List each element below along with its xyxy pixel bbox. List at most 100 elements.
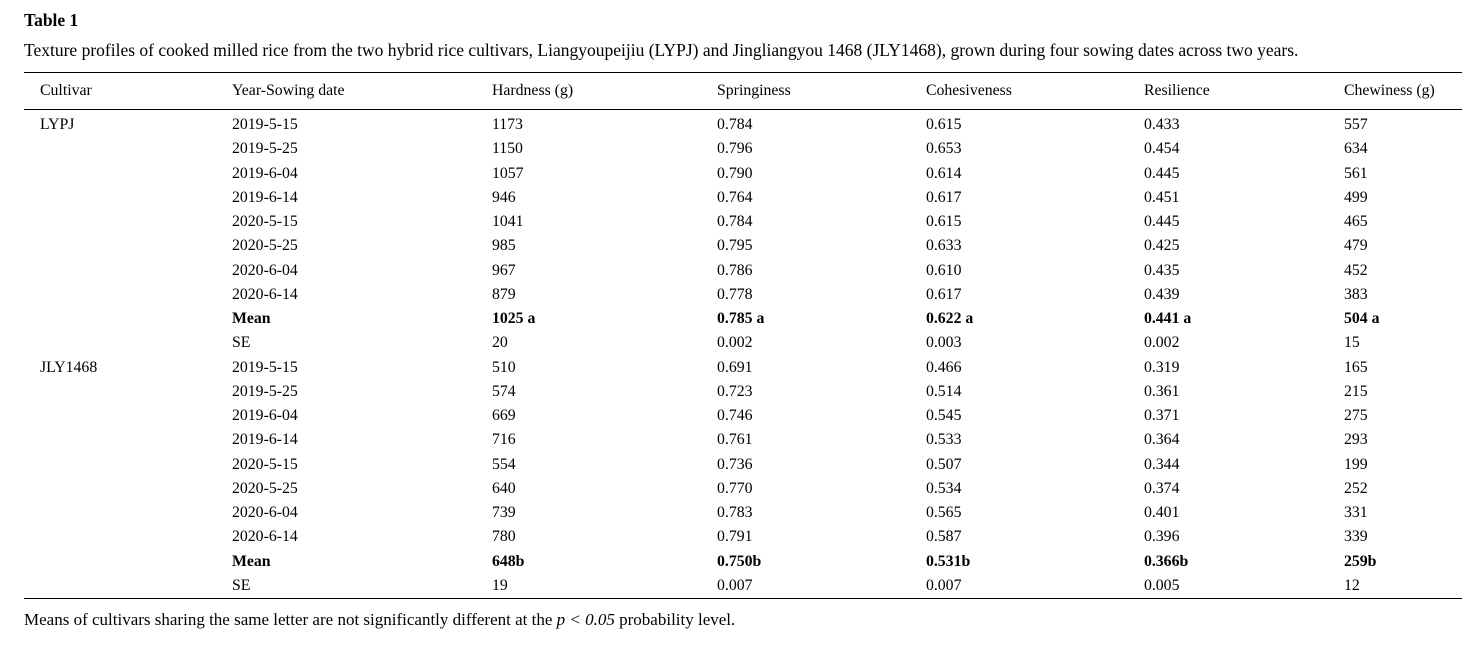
cell-chewiness: 465: [1343, 213, 1368, 230]
cell-hardness: 574: [491, 382, 516, 400]
table-row: 2020-5-15 1041 0.784 0.615 0.445 465: [24, 210, 1462, 234]
cell-springiness: 0.790: [717, 164, 753, 182]
cell-hardness: 1150: [491, 140, 523, 158]
cell-cultivar: [24, 525, 216, 549]
column-header-resilience: Resilience: [1127, 72, 1328, 110]
cell-cultivar: [24, 210, 216, 234]
cell-year-sowing-date: 2020-5-15: [231, 213, 298, 230]
cell-cohesiveness: 0.514: [925, 382, 962, 400]
cell-chewiness: 557: [1343, 116, 1368, 133]
cell-resilience: 0.374: [1143, 479, 1180, 497]
cell-resilience: 0.366b: [1143, 552, 1189, 570]
cell-cultivar: [24, 477, 216, 501]
cell-hardness: 985: [491, 237, 516, 255]
cell-cultivar: [24, 307, 216, 331]
cell-resilience: 0.435: [1143, 261, 1180, 279]
table-title: Table 1: [24, 10, 79, 30]
cell-year-sowing-date: 2019-5-25: [231, 382, 298, 400]
cell-year-sowing-date: 2019-6-14: [231, 188, 298, 206]
table-row: 2020-6-04 739 0.783 0.565 0.401 331: [24, 501, 1462, 525]
cell-hardness: 640: [491, 479, 516, 497]
footnote-p-value: p < 0.05: [556, 610, 615, 629]
cell-cultivar: [24, 501, 216, 525]
cell-year-sowing-date: 2020-6-04: [231, 504, 298, 521]
cell-year-sowing-date: 2019-6-04: [231, 164, 298, 182]
cell-resilience: 0.005: [1143, 576, 1180, 594]
cell-year-sowing-date: SE: [231, 334, 251, 352]
cell-springiness: 0.791: [717, 528, 753, 546]
cell-resilience: 0.445: [1143, 213, 1180, 230]
cell-cultivar: [24, 453, 216, 477]
cell-hardness: 716: [491, 431, 516, 449]
cell-resilience: 0.002: [1143, 334, 1180, 352]
cell-chewiness: 383: [1343, 285, 1368, 303]
table-row: 2020-6-04 967 0.786 0.610 0.435 452: [24, 259, 1462, 283]
cell-cohesiveness: 0.466: [925, 358, 962, 376]
cell-resilience: 0.445: [1143, 164, 1180, 182]
cell-cultivar: JLY1468: [40, 358, 98, 376]
cell-hardness: 669: [491, 407, 516, 424]
cell-chewiness: 259b: [1343, 552, 1377, 570]
cell-cohesiveness: 0.622 a: [925, 310, 974, 327]
cell-cultivar: [24, 550, 216, 574]
cell-chewiness: 275: [1343, 407, 1368, 424]
cell-year-sowing-date: 2019-6-04: [231, 407, 298, 424]
cell-cohesiveness: 0.533: [925, 431, 962, 449]
cell-cohesiveness: 0.617: [925, 285, 962, 303]
cell-year-sowing-date: 2020-6-14: [231, 285, 298, 303]
footnote-suffix: probability level.: [614, 610, 736, 629]
cell-springiness: 0.786: [717, 261, 753, 279]
cell-chewiness: 15: [1343, 334, 1360, 352]
cell-springiness: 0.691: [717, 358, 753, 376]
cell-resilience: 0.344: [1143, 455, 1180, 473]
cell-cultivar: [24, 283, 216, 307]
cell-cohesiveness: 0.587: [925, 528, 962, 546]
footnote-prefix: Means of cultivars sharing the same lett…: [24, 610, 557, 629]
cell-chewiness: 12: [1343, 576, 1360, 594]
table-row: SE 20 0.002 0.003 0.002 15: [24, 331, 1462, 355]
cell-cohesiveness: 0.003: [925, 334, 962, 352]
header-row: Cultivar Year-Sowing date Hardness (g) S…: [24, 72, 1462, 110]
cell-cohesiveness: 0.545: [925, 407, 962, 424]
cell-chewiness: 339: [1343, 528, 1368, 546]
cell-resilience: 0.319: [1143, 358, 1180, 376]
cell-resilience: 0.371: [1143, 407, 1180, 424]
cell-year-sowing-date: 2020-5-25: [231, 479, 298, 497]
table-row: JLY1468 2019-5-15 510 0.691 0.466 0.319 …: [24, 356, 1462, 380]
cell-year-sowing-date: 2019-5-15: [231, 116, 298, 133]
table-row: Mean 648b 0.750b 0.531b 0.366b 259b: [24, 550, 1462, 574]
cell-cohesiveness: 0.534: [925, 479, 962, 497]
cell-resilience: 0.433: [1143, 116, 1180, 133]
data-table: Cultivar Year-Sowing date Hardness (g) S…: [24, 72, 1462, 599]
cell-springiness: 0.761: [717, 431, 753, 449]
cell-springiness: 0.795: [717, 237, 753, 255]
cell-resilience: 0.454: [1143, 140, 1180, 158]
cell-resilience: 0.451: [1143, 188, 1180, 206]
cell-springiness: 0.002: [717, 334, 753, 352]
cell-springiness: 0.785 a: [717, 310, 765, 327]
cell-hardness: 1173: [491, 116, 523, 133]
cell-chewiness: 215: [1343, 382, 1368, 400]
cell-hardness: 1057: [491, 164, 524, 182]
cell-year-sowing-date: Mean: [231, 310, 271, 327]
table-row: 2019-6-14 716 0.761 0.533 0.364 293: [24, 428, 1462, 452]
cell-resilience: 0.396: [1143, 528, 1180, 546]
cell-chewiness: 331: [1343, 504, 1368, 521]
column-header-cohesiveness: Cohesiveness: [909, 72, 1128, 110]
cell-chewiness: 165: [1343, 358, 1368, 376]
cell-springiness: 0.007: [717, 576, 753, 594]
cell-year-sowing-date: 2019-5-15: [231, 358, 298, 376]
table-body: LYPJ 2019-5-15 1173 0.784 0.615 0.433 55…: [24, 110, 1462, 599]
table-header: Cultivar Year-Sowing date Hardness (g) S…: [24, 72, 1462, 110]
cell-cultivar: [24, 186, 216, 210]
cell-cultivar: [24, 162, 216, 186]
cell-hardness: 946: [491, 188, 516, 206]
cell-cohesiveness: 0.531b: [925, 552, 971, 570]
cell-cohesiveness: 0.633: [925, 237, 962, 255]
cell-year-sowing-date: 2019-6-14: [231, 431, 298, 449]
table-row: 2020-6-14 780 0.791 0.587 0.396 339: [24, 525, 1462, 549]
cell-cultivar: [24, 404, 216, 428]
cell-hardness: 648b: [491, 552, 525, 570]
column-header-chewiness: Chewiness (g): [1327, 72, 1462, 110]
cell-springiness: 0.770: [717, 479, 753, 497]
